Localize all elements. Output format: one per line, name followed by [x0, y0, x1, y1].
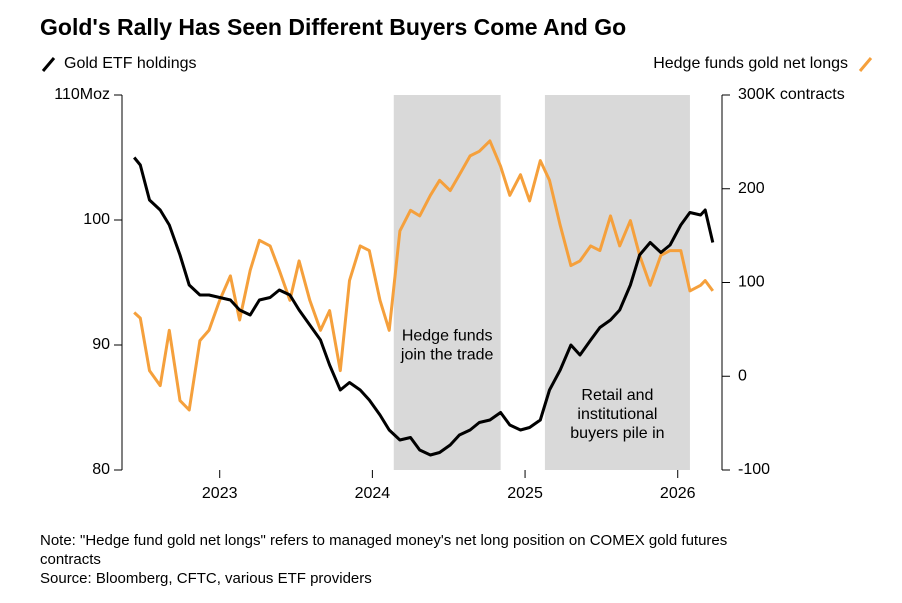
- legend-label: Hedge funds gold net longs: [653, 55, 848, 72]
- y2-tick-label: 100: [738, 274, 765, 291]
- series-line: [133, 156, 715, 457]
- y-tick-label: 90: [92, 336, 110, 353]
- legend-swatch: [858, 57, 873, 72]
- x-tick-label: 2025: [507, 485, 543, 502]
- y-tick-label: 100: [83, 211, 110, 228]
- highlight-band: [393, 95, 501, 470]
- highlight-band: [544, 95, 690, 470]
- legend-label: Gold ETF holdings: [64, 55, 197, 72]
- note: Note: "Hedge fund gold net longs" refers…: [40, 532, 727, 549]
- y-tick-label: 80: [92, 461, 110, 478]
- y2-tick-label: -100: [738, 461, 770, 478]
- note: contracts: [40, 551, 101, 568]
- annotation: Retail and: [581, 387, 653, 404]
- y2-tick-label: 0: [738, 367, 747, 384]
- series-line: [133, 139, 715, 412]
- x-tick-label: 2024: [355, 485, 391, 502]
- annotation: institutional: [577, 406, 657, 423]
- y2-tick-label: 300K contracts: [738, 86, 845, 103]
- annotation: Hedge funds: [402, 328, 493, 345]
- annotation: join the trade: [400, 347, 494, 364]
- source: Source: Bloomberg, CFTC, various ETF pro…: [40, 570, 372, 587]
- annotation: buyers pile in: [570, 425, 664, 442]
- y2-tick-label: 200: [738, 180, 765, 197]
- x-tick-label: 2026: [660, 485, 696, 502]
- chart-title: Gold's Rally Has Seen Different Buyers C…: [40, 14, 626, 40]
- highlights: [393, 95, 690, 470]
- x-tick-label: 2023: [202, 485, 238, 502]
- y-tick-label: 110Moz: [54, 86, 110, 103]
- legend-swatch: [41, 57, 56, 72]
